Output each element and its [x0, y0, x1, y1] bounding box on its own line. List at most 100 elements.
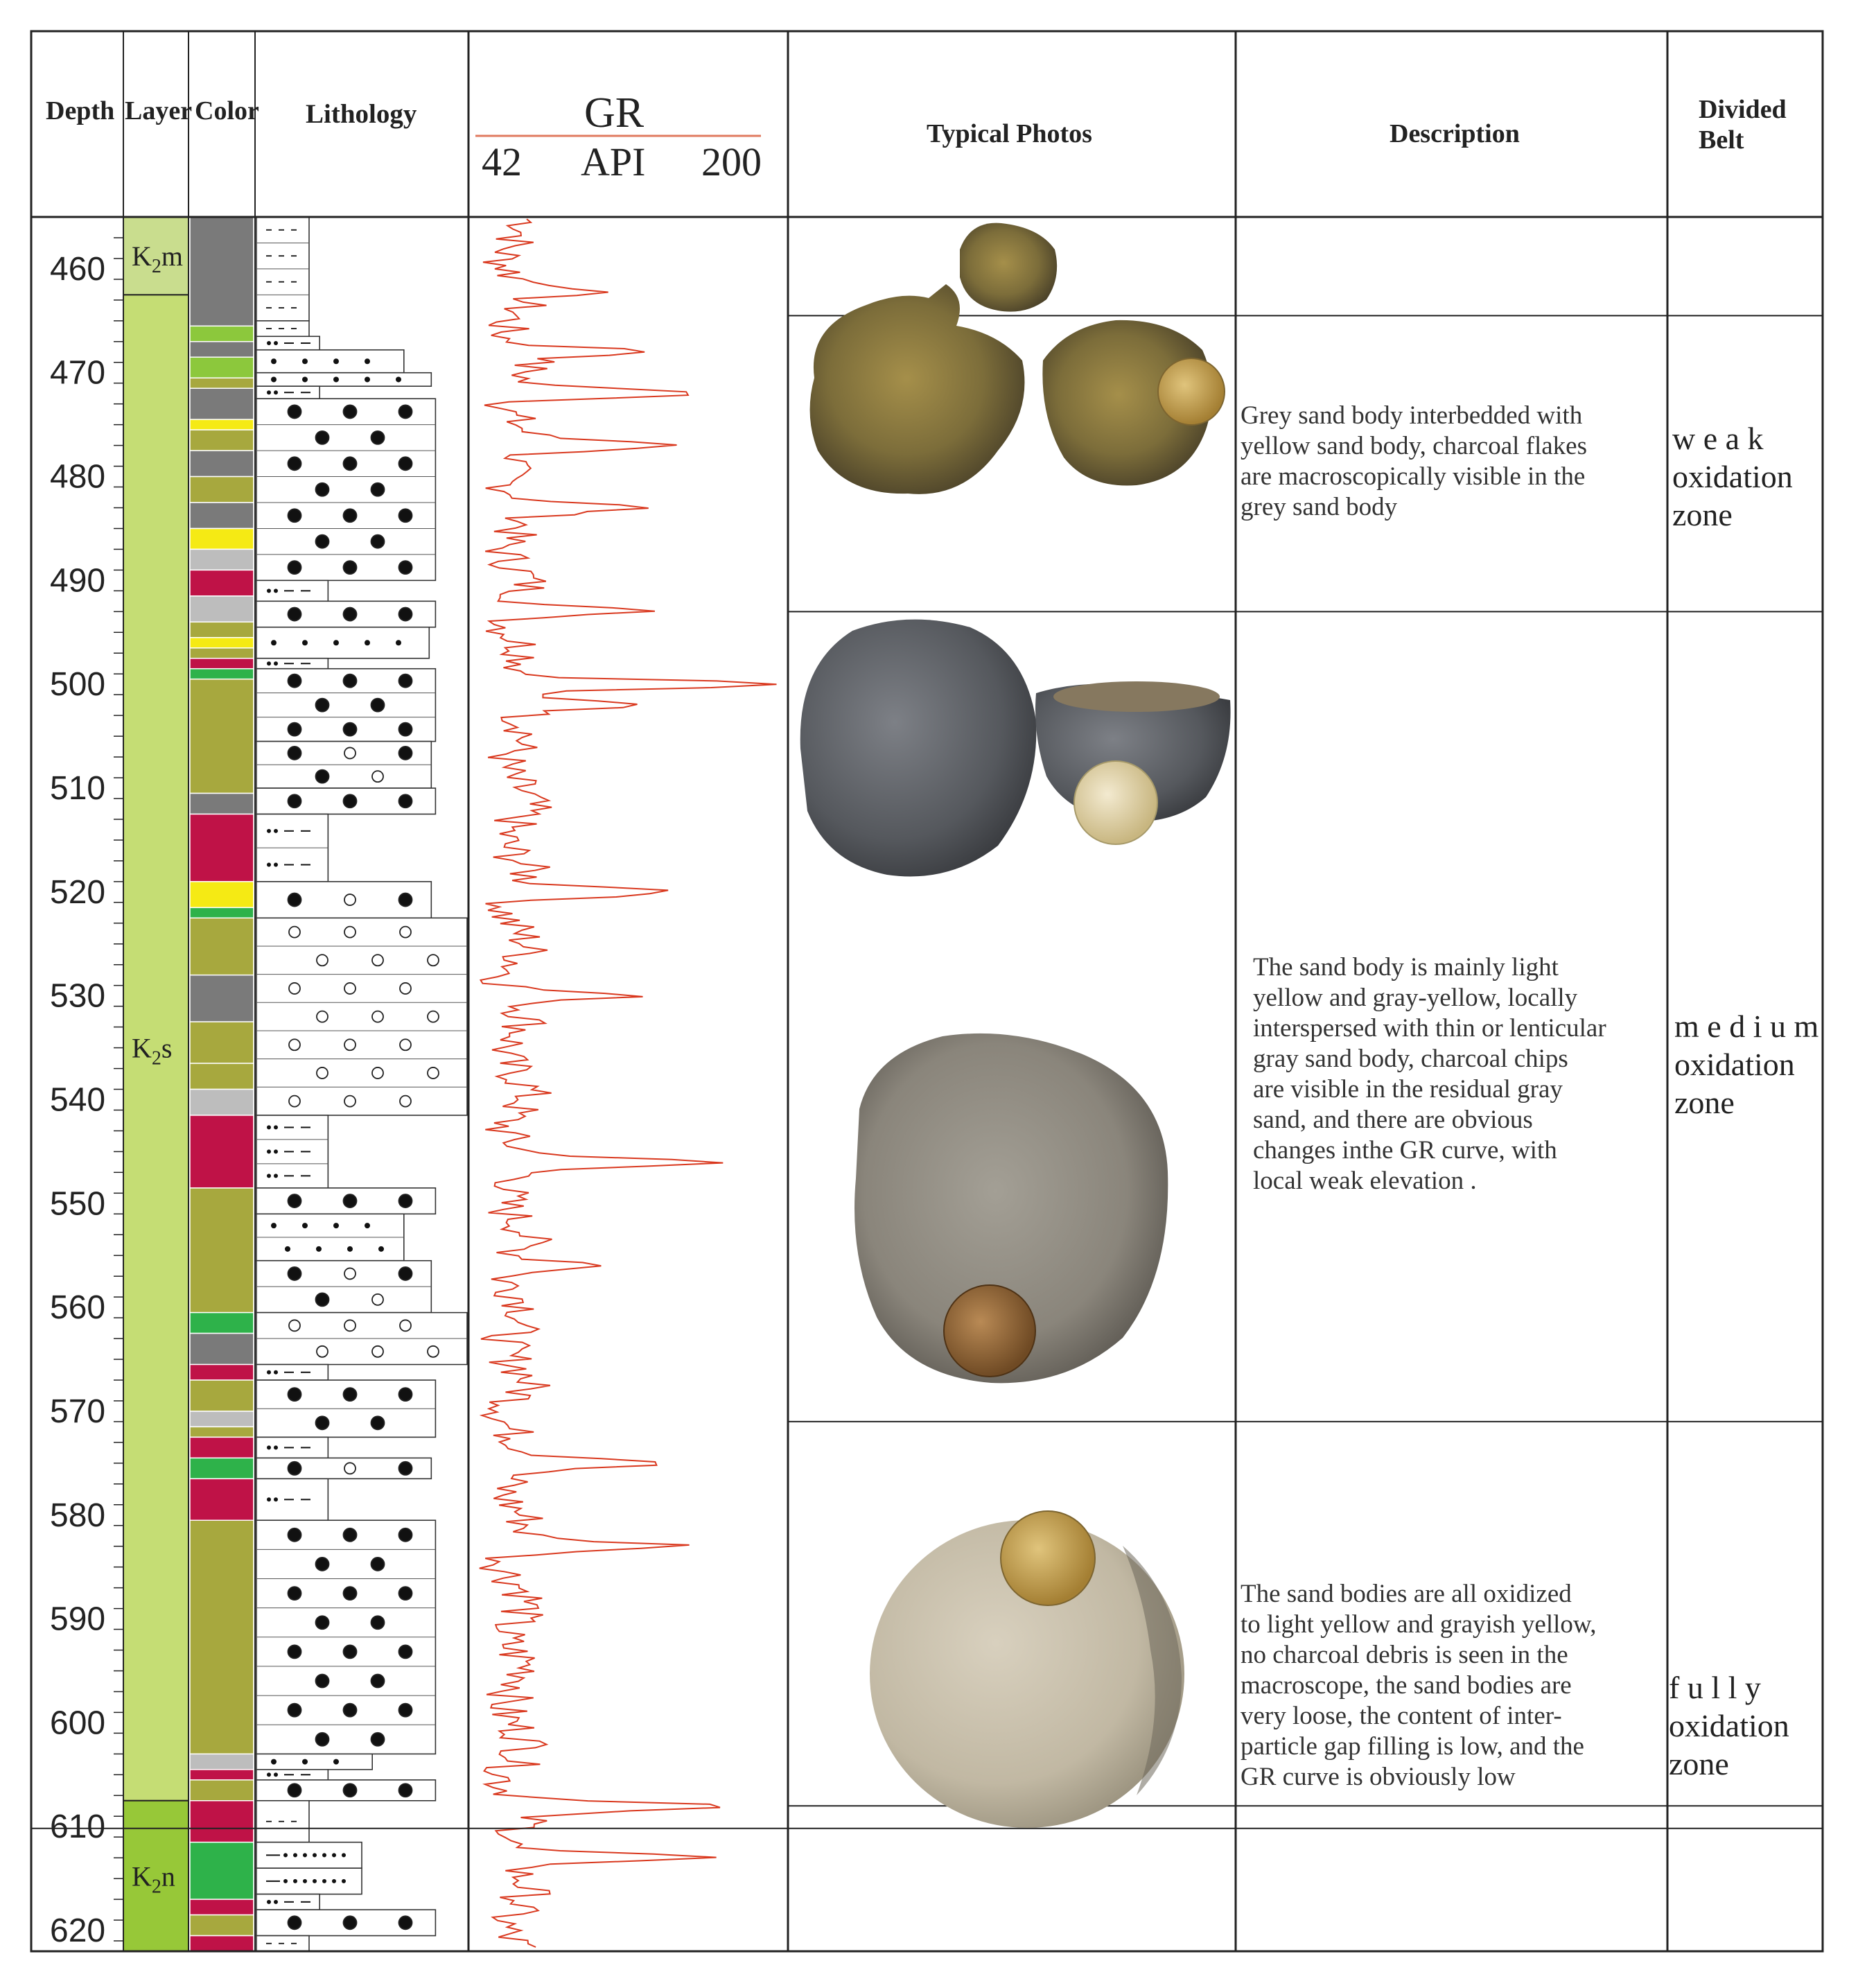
layer-band [123, 1799, 189, 1953]
lithology-bed [256, 335, 320, 351]
depth-tick-label: 560 [50, 1289, 105, 1326]
color-band [189, 1088, 254, 1116]
layer-header: Layer [125, 96, 192, 125]
color-band [189, 974, 254, 1022]
gr-curve-line [479, 218, 777, 1948]
lithology-bed [256, 1867, 362, 1895]
coin-icon [1000, 1510, 1096, 1606]
color-band [189, 1478, 254, 1521]
color-band [189, 1935, 254, 1952]
lithology-bed [256, 349, 405, 374]
typical-photos [800, 223, 1231, 1828]
color-band [189, 1411, 254, 1428]
lithology-bed [256, 320, 310, 338]
color-band [189, 377, 254, 389]
table-grid [30, 30, 1824, 1953]
depth-tick-label: 620 [50, 1912, 105, 1949]
rock-sample-1c [1042, 320, 1212, 486]
table-header: Depth Layer Color Lithology GR 42 API 20… [46, 89, 1787, 184]
color-band [189, 1753, 254, 1770]
lithology-bed [256, 1478, 329, 1521]
color-header: Color [195, 96, 259, 125]
color-band [189, 387, 254, 420]
color-band [189, 1519, 254, 1755]
lithology-bed [256, 1799, 310, 1843]
description-fully-zone: The sand bodies are all oxidized to ligh… [1241, 1580, 1597, 1791]
belt-weak-oxidation: w e a k oxidation zone [1672, 421, 1793, 532]
lithology-bed [256, 1841, 362, 1869]
rock-sample-3 [854, 1033, 1168, 1384]
rock-sample-2a [800, 619, 1037, 877]
color-band [189, 813, 254, 882]
color-band [189, 637, 254, 649]
description-header: Description [1390, 119, 1520, 148]
color-band [189, 527, 254, 550]
color-band [189, 595, 254, 623]
rock-sample-4 [870, 1520, 1184, 1828]
depth-tick-label: 540 [50, 1081, 105, 1118]
color-band [189, 1115, 254, 1189]
lithology-bed [256, 1909, 437, 1937]
lithology-bed [256, 1893, 320, 1910]
color-band [189, 907, 254, 919]
color-band [189, 429, 254, 451]
color-band [189, 647, 254, 659]
lithology-bed [256, 1457, 432, 1480]
layer-label: K2s [132, 1033, 172, 1070]
color-band [189, 1021, 254, 1064]
lithology-bed [256, 1311, 468, 1366]
lithology-bed [256, 1519, 437, 1755]
color-band [189, 476, 254, 503]
description-weak-zone: Grey sand body interbedded with yellow s… [1241, 401, 1588, 521]
lithology-bed [256, 372, 432, 387]
depth-tick-label: 470 [50, 355, 105, 392]
rock-sample-1b [960, 223, 1058, 312]
depth-tick-label: 600 [50, 1704, 105, 1741]
depth-tick-label: 460 [50, 251, 105, 288]
lithology-header: Lithology [306, 99, 417, 129]
coin-icon [1157, 358, 1225, 426]
color-band [189, 621, 254, 638]
color-band [189, 1379, 254, 1412]
lithology-bed [256, 1259, 432, 1314]
depth-tick-label: 550 [50, 1185, 105, 1222]
lithology-bed [256, 579, 329, 602]
depth-tick-label: 590 [50, 1601, 105, 1638]
color-band [189, 881, 254, 909]
gr-scale-unit: API [581, 139, 645, 184]
depth-tick-label: 580 [50, 1497, 105, 1534]
color-band [189, 792, 254, 815]
lithology-bed [256, 787, 437, 815]
color-band [189, 1841, 254, 1900]
color-band [189, 1311, 254, 1334]
rock-sample-1a [809, 284, 1025, 494]
lithology-bed [256, 917, 468, 1116]
color-band [189, 1063, 254, 1090]
belt-fully-oxidation: f u l l y oxidation zone [1669, 1670, 1789, 1781]
color-band [189, 678, 254, 794]
depth-tick-label: 490 [50, 562, 105, 599]
lithology-bed [256, 1187, 437, 1215]
color-band [189, 1769, 254, 1781]
lithology-bed [256, 813, 329, 882]
lithology-bed [256, 600, 437, 628]
lithology-bed [256, 1115, 329, 1189]
rock-sample-4-shadow [1123, 1546, 1182, 1795]
coin-icon [1073, 760, 1158, 845]
lithology-bed [256, 1363, 329, 1381]
gr-scale-min: 42 [482, 139, 522, 184]
depth-tick-label: 480 [50, 459, 105, 496]
lithology-bed [256, 881, 432, 919]
color-band [189, 341, 254, 358]
color-band [189, 1426, 254, 1438]
color-band [189, 450, 254, 478]
depth-tick-label: 510 [50, 770, 105, 807]
lithology-bed [256, 1436, 329, 1459]
layer-label: K2m [132, 241, 183, 277]
color-band [189, 1800, 254, 1843]
color-band [189, 569, 254, 597]
lithology-bed [256, 1935, 310, 1952]
lithology-bed [256, 1213, 405, 1262]
color-band [189, 325, 254, 342]
